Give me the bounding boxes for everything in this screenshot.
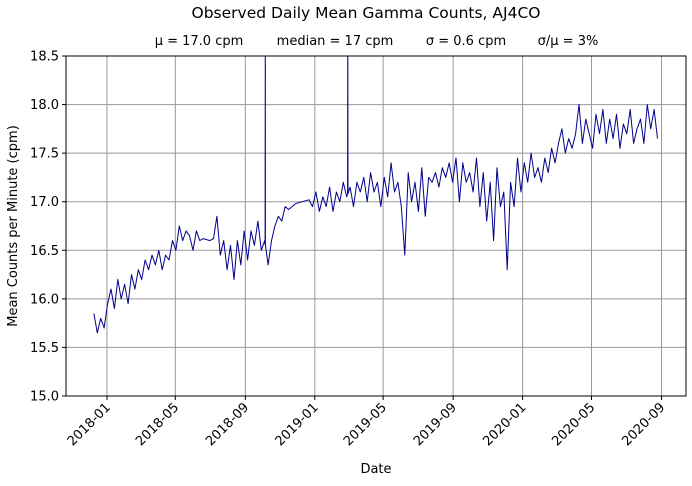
stat-median: median = 17 cpm [277,34,394,49]
x-tick-label: 2019-09 [411,400,460,449]
y-tick-label: 15.5 [30,341,59,356]
x-tick-label: 2019-05 [341,400,390,449]
y-tick-label: 17.5 [30,147,59,162]
y-tick-label: 16.0 [30,292,59,307]
series-line [93,56,658,334]
grid [66,55,686,397]
stat-sigma: σ = 0.6 cpm [426,34,506,49]
stat-cv: σ/μ = 3% [538,34,599,49]
y-tick-label: 15.0 [30,390,59,405]
y-axis-label: Mean Counts per Minute (cpm) [6,125,21,327]
y-tick-label: 16.5 [30,244,59,259]
axis-ticks: 15.0 15.5 16.0 16.5 17.0 17.5 18.0 18.5 2018-01 2… [30,50,668,450]
y-tick-label: 18.0 [30,98,59,113]
x-tick-label: 2018-05 [133,400,182,449]
x-tick-label: 2020-09 [619,400,668,449]
stat-mean: μ = 17.0 cpm [155,34,244,49]
x-tick-label: 2020-01 [480,400,529,449]
y-tick-label: 18.5 [30,50,59,65]
x-tick-label: 2018-01 [65,400,114,449]
y-tick-label: 17.0 [30,195,59,210]
x-tick-label: 2018-09 [203,400,252,449]
chart-title: Observed Daily Mean Gamma Counts, AJ4CO [192,4,541,22]
plot-frame [65,55,687,397]
x-tick-label: 2020-05 [549,400,598,449]
x-tick-label: 2019-01 [273,400,322,449]
x-axis-label: Date [360,462,391,477]
